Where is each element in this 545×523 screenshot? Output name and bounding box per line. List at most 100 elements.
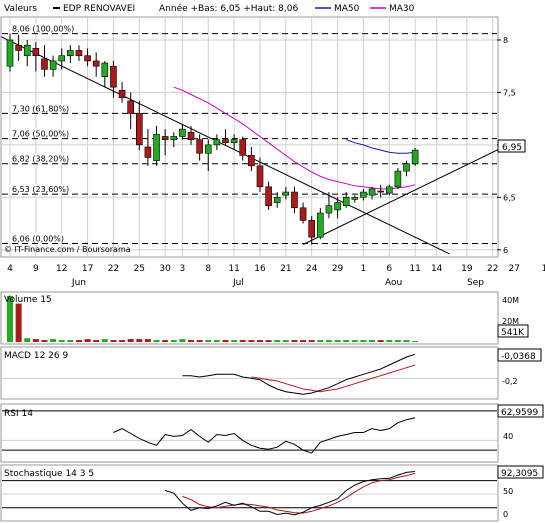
volume-bar — [394, 340, 401, 342]
candle-up — [351, 197, 359, 200]
date-tick-label: 27 — [509, 264, 520, 274]
rsi-line — [113, 417, 416, 454]
candle-up — [179, 128, 186, 137]
price-tick-label: 6 — [503, 246, 508, 255]
candle-up — [170, 136, 178, 140]
volume-bar — [50, 339, 57, 342]
candle-down — [161, 136, 169, 140]
volume-bar — [325, 340, 332, 342]
valeurs-label[interactable]: Valeurs — [4, 4, 37, 14]
date-tick-label: 14 — [431, 264, 443, 274]
last-price-label: 6,95 — [502, 143, 522, 153]
volume-bar — [41, 340, 48, 342]
candle-up — [342, 197, 350, 207]
price-panel — [0, 16, 499, 258]
candle-down — [299, 207, 307, 221]
candle-up — [385, 186, 393, 194]
month-label: Jul — [232, 278, 244, 288]
volume-bar — [170, 340, 177, 342]
candle-up — [273, 197, 281, 203]
candle-up — [325, 205, 333, 214]
stock-name: EDP RENOVAVEI — [63, 4, 135, 14]
stoch-title: Stochastique 14 3 5 — [4, 469, 94, 479]
moving-averages — [173, 86, 416, 190]
date-axis: 49121722253038111621242916111419222714Ju… — [7, 264, 545, 288]
date-tick-label: 8 — [205, 264, 211, 274]
volume-title: Volume 15 — [4, 295, 52, 305]
candle-down — [32, 48, 40, 57]
candle-up — [360, 191, 367, 198]
volume-bar — [144, 339, 151, 342]
candle-down — [118, 90, 126, 98]
candle-down — [84, 55, 91, 62]
volume-bars — [7, 295, 419, 343]
volume-bar — [222, 340, 229, 342]
rsi-panel — [0, 403, 499, 463]
volume-bar — [351, 340, 358, 342]
volume-bar — [369, 340, 376, 342]
month-label: Sep — [467, 278, 484, 288]
fibo-label: 8,06 (100,00%) — [12, 25, 74, 34]
macd-last-label: -0,0368 — [501, 352, 536, 362]
macd-signal-line — [251, 364, 416, 393]
candle-up — [230, 139, 238, 144]
candle-up — [153, 134, 160, 161]
candle-up — [101, 62, 109, 77]
fibo-label: 7,06 (50,00%) — [12, 130, 69, 139]
candle-up — [403, 163, 410, 172]
month-label: Aou — [385, 278, 402, 288]
candle-up — [334, 202, 341, 211]
volume-bar — [196, 340, 203, 342]
macd-tick: -0,2 — [502, 377, 518, 386]
price-tick-label: 8 — [503, 36, 508, 45]
date-tick-label: 29 — [332, 264, 344, 274]
volume-bar — [239, 340, 246, 342]
volume-bar — [162, 340, 169, 342]
candle-up — [6, 39, 14, 67]
rsi-last-box — [497, 404, 544, 418]
rsi-last-label: 62,9599 — [501, 408, 538, 418]
date-tick-label: 25 — [134, 264, 145, 274]
macd-panel — [0, 346, 499, 400]
volume-bar — [248, 340, 255, 342]
rsi-tick: 40 — [503, 432, 513, 441]
candle-down — [196, 139, 203, 154]
date-tick-label: 9 — [33, 264, 39, 274]
volume-bar — [300, 340, 307, 342]
candle-down — [256, 165, 264, 188]
volume-bar — [93, 340, 100, 342]
ma50-line — [346, 139, 416, 154]
rsi-line — [2, 410, 497, 454]
volume-bar — [274, 340, 281, 342]
candle-down — [110, 65, 117, 88]
candle-down — [265, 186, 272, 207]
date-tick-label: 6 — [386, 264, 392, 274]
candle-down — [308, 220, 316, 238]
candle-down — [75, 50, 83, 57]
candle-down — [127, 100, 134, 114]
candle-up — [58, 55, 66, 62]
candle-down — [144, 146, 152, 158]
date-tick-label: 22 — [487, 264, 498, 274]
volume-bar — [136, 339, 143, 342]
candle-up — [213, 139, 221, 146]
date-tick-label: 11 — [409, 264, 420, 274]
volume-bar — [179, 339, 186, 342]
trendlines — [1, 36, 519, 255]
volume-bar — [110, 340, 117, 342]
candle-up — [411, 149, 419, 165]
candle-down — [15, 44, 22, 51]
rsi-title: RSI 14 — [4, 409, 33, 419]
candle-down — [136, 113, 143, 146]
macd-lines — [2, 353, 497, 395]
stoch-tick-0: 0 — [503, 510, 508, 519]
volume-bar — [256, 340, 263, 342]
volume-bar — [153, 340, 160, 342]
volume-bar — [119, 340, 126, 342]
macd-last-box — [497, 348, 542, 362]
date-tick-label: 22 — [108, 264, 119, 274]
volume-bar — [101, 339, 108, 342]
volume-bar — [291, 340, 298, 342]
fibo-label-bg — [10, 103, 74, 113]
